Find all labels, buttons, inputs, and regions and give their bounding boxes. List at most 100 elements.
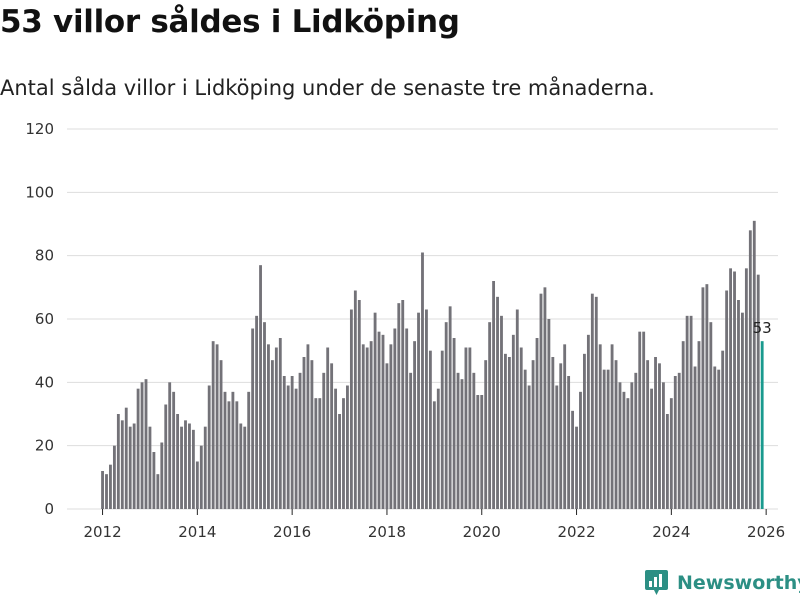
bar [172, 391, 176, 509]
bar [318, 398, 322, 509]
bar [199, 445, 203, 509]
bar [543, 287, 547, 509]
bar [361, 344, 365, 509]
bar [195, 461, 199, 509]
bar [184, 420, 187, 509]
bar [610, 344, 614, 509]
bar [519, 347, 523, 509]
chart-subtitle: Antal sålda villor i Lidköping under de … [0, 76, 655, 100]
bar [401, 300, 405, 509]
bar [733, 271, 736, 509]
bar [330, 363, 334, 509]
bar [274, 347, 278, 509]
latest-value-label: 53 [753, 319, 772, 337]
bar [377, 331, 381, 509]
bar [448, 306, 452, 509]
bar [697, 341, 701, 509]
bar [168, 382, 172, 509]
bar [310, 360, 314, 509]
bar [717, 369, 721, 509]
x-tick-label: 2014 [178, 523, 216, 541]
bar [590, 293, 594, 509]
bar [701, 287, 705, 509]
bar [658, 363, 661, 509]
bar [176, 414, 180, 509]
bar [223, 391, 227, 509]
bar [535, 338, 539, 509]
bar [547, 319, 551, 509]
bar [622, 391, 626, 509]
bar [567, 376, 571, 509]
bar [563, 344, 567, 509]
y-axis-ticks: 0 20 40 60 80 100 120 [25, 120, 54, 518]
bar [152, 452, 156, 509]
bar [579, 391, 582, 509]
bar [654, 357, 657, 509]
bar [432, 401, 436, 509]
x-axis-ticks: 2012 2014 2016 2018 2020 2022 2024 2026 [83, 509, 785, 541]
bar [492, 281, 496, 509]
latest-value-callout: 53 [753, 319, 772, 337]
bar [349, 309, 353, 509]
bar [239, 423, 243, 509]
bar [109, 464, 112, 509]
bar [255, 315, 259, 509]
bar [413, 341, 417, 509]
bar [602, 369, 606, 509]
bar [440, 350, 444, 509]
bar [314, 398, 318, 509]
bar [646, 360, 650, 509]
bar [124, 407, 128, 509]
bar [614, 360, 618, 509]
bar [464, 347, 468, 509]
bar [120, 420, 124, 509]
bar [626, 398, 630, 509]
bar [191, 429, 195, 509]
bar [235, 401, 239, 509]
bar [227, 401, 231, 509]
bar [389, 344, 393, 509]
bar [385, 363, 389, 509]
bar [729, 268, 732, 509]
bar [594, 296, 598, 509]
bar [681, 341, 685, 509]
newsworthy-logo-icon [645, 570, 668, 595]
bar [555, 385, 559, 509]
bar [586, 334, 590, 509]
bar [294, 388, 298, 509]
x-tick-label: 2022 [557, 523, 595, 541]
bar [290, 376, 294, 509]
bar [211, 341, 215, 509]
bar [334, 388, 338, 509]
bar [618, 382, 622, 509]
bar [606, 369, 610, 509]
bar [219, 360, 223, 509]
bar [397, 303, 401, 509]
bar [741, 312, 744, 509]
bar [409, 372, 413, 509]
bar [101, 471, 104, 509]
bar [405, 328, 409, 509]
bar [207, 385, 211, 509]
bar [539, 293, 543, 509]
bar [322, 372, 326, 509]
y-tick-label: 60 [35, 310, 54, 328]
bar [456, 372, 460, 509]
y-tick-label: 120 [25, 120, 54, 138]
bar-chart: 0 20 40 60 80 100 120 2012 2014 2016 2018 2020 2022… [25, 120, 785, 541]
bar [721, 350, 725, 509]
bar [156, 474, 160, 509]
bar [381, 334, 385, 509]
bar [188, 423, 191, 509]
bar [112, 445, 116, 509]
x-tick-label: 2018 [368, 523, 406, 541]
bar [575, 426, 578, 509]
bar [515, 309, 519, 509]
bar [484, 360, 488, 509]
bar [428, 350, 432, 509]
bar [136, 388, 140, 509]
bar-latest [760, 341, 764, 509]
bar [559, 363, 563, 509]
bar [685, 315, 689, 509]
bar [298, 372, 302, 509]
